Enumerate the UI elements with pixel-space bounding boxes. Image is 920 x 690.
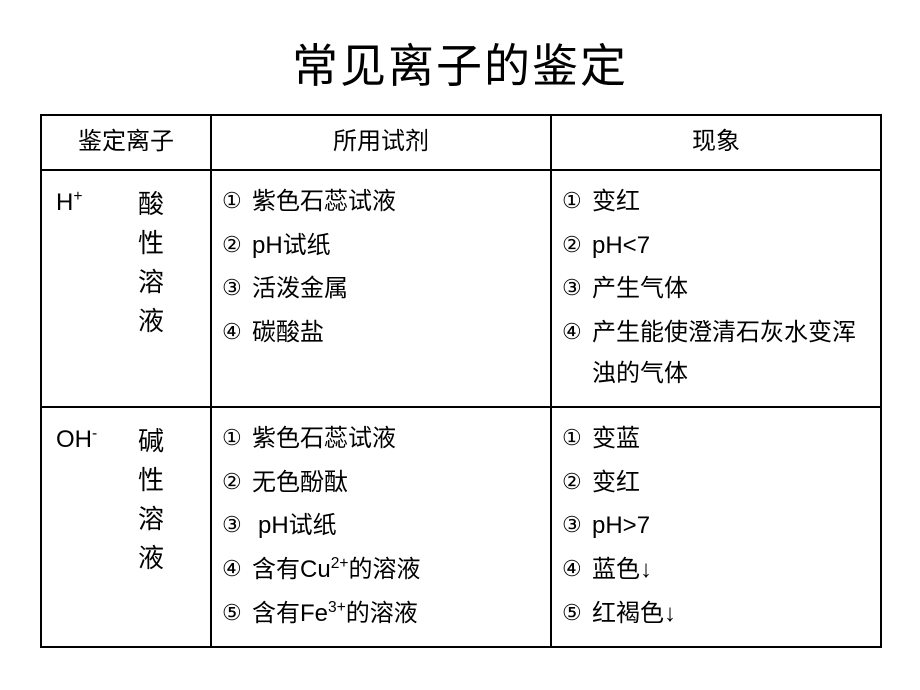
page-title: 常见离子的鉴定 bbox=[40, 30, 880, 96]
item-number: ④ bbox=[562, 550, 592, 587]
list-item: ①变红 bbox=[562, 182, 870, 223]
item-text: 蓝色↓ bbox=[592, 550, 870, 591]
item-text: 碳酸盐 bbox=[252, 313, 540, 354]
item-number: ① bbox=[222, 419, 252, 456]
item-number: ③ bbox=[222, 269, 252, 306]
item-text: 含有Cu2+的溶液 bbox=[252, 550, 540, 591]
reagent-cell: ①紫色石蕊试液②pH试纸③活泼金属④碳酸盐 bbox=[211, 170, 551, 407]
ion-formula: H+ bbox=[56, 189, 82, 216]
list-item: ①紫色石蕊试液 bbox=[222, 419, 540, 460]
ion-cell: OH- 碱性溶液 bbox=[41, 407, 211, 647]
list-item: ⑤含有Fe3+的溶液 bbox=[222, 594, 540, 635]
item-text: 变蓝 bbox=[592, 419, 870, 460]
header-reagent: 所用试剂 bbox=[211, 115, 551, 170]
phenomenon-cell: ①变蓝②变红③pH>7④蓝色↓⑤红褐色↓ bbox=[551, 407, 881, 647]
ion-description: 碱性溶液 bbox=[138, 422, 164, 578]
header-ion: 鉴定离子 bbox=[41, 115, 211, 170]
ion-formula: OH- bbox=[56, 426, 97, 453]
item-number: ② bbox=[222, 463, 252, 500]
item-text: pH试纸 bbox=[252, 506, 540, 547]
ion-cell: H+ 酸性溶液 bbox=[41, 170, 211, 407]
item-text: 变红 bbox=[592, 463, 870, 504]
list-item: ③产生气体 bbox=[562, 269, 870, 310]
item-number: ① bbox=[222, 182, 252, 219]
list-item: ②变红 bbox=[562, 463, 870, 504]
item-number: ④ bbox=[222, 313, 252, 350]
item-number: ③ bbox=[562, 269, 592, 306]
table-row: OH-碱性溶液①紫色石蕊试液②无色酚酞③pH试纸④含有Cu2+的溶液⑤含有Fe3… bbox=[41, 407, 881, 647]
list-item: ②pH<7 bbox=[562, 226, 870, 267]
list-item: ④蓝色↓ bbox=[562, 550, 870, 591]
item-text: 产生能使澄清石灰水变浑浊的气体 bbox=[592, 313, 870, 395]
list-item: ③活泼金属 bbox=[222, 269, 540, 310]
list-item: ④产生能使澄清石灰水变浑浊的气体 bbox=[562, 313, 870, 395]
ion-description: 酸性溶液 bbox=[138, 185, 164, 341]
item-number: ③ bbox=[222, 506, 252, 543]
item-text: pH<7 bbox=[592, 226, 870, 267]
phenomenon-cell: ①变红②pH<7③产生气体④产生能使澄清石灰水变浑浊的气体 bbox=[551, 170, 881, 407]
reagent-cell: ①紫色石蕊试液②无色酚酞③pH试纸④含有Cu2+的溶液⑤含有Fe3+的溶液 bbox=[211, 407, 551, 647]
ion-table: 鉴定离子 所用试剂 现象 H+酸性溶液①紫色石蕊试液②pH试纸③活泼金属④碳酸盐… bbox=[40, 114, 882, 648]
item-number: ④ bbox=[222, 550, 252, 587]
item-number: ② bbox=[222, 226, 252, 263]
item-number: ④ bbox=[562, 313, 592, 350]
item-list: ①变蓝②变红③pH>7④蓝色↓⑤红褐色↓ bbox=[562, 419, 870, 635]
item-text: 紫色石蕊试液 bbox=[252, 419, 540, 460]
list-item: ①紫色石蕊试液 bbox=[222, 182, 540, 223]
list-item: ④碳酸盐 bbox=[222, 313, 540, 354]
item-number: ① bbox=[562, 419, 592, 456]
list-item: ⑤红褐色↓ bbox=[562, 594, 870, 635]
item-text: 红褐色↓ bbox=[592, 594, 870, 635]
item-text: 变红 bbox=[592, 182, 870, 223]
item-list: ①紫色石蕊试液②无色酚酞③pH试纸④含有Cu2+的溶液⑤含有Fe3+的溶液 bbox=[222, 419, 540, 635]
list-item: ①变蓝 bbox=[562, 419, 870, 460]
item-number: ② bbox=[562, 226, 592, 263]
item-text: pH试纸 bbox=[252, 226, 540, 267]
item-number: ⑤ bbox=[562, 594, 592, 631]
table-row: H+酸性溶液①紫色石蕊试液②pH试纸③活泼金属④碳酸盐①变红②pH<7③产生气体… bbox=[41, 170, 881, 407]
item-text: pH>7 bbox=[592, 506, 870, 547]
item-text: 含有Fe3+的溶液 bbox=[252, 594, 540, 635]
list-item: ③pH>7 bbox=[562, 506, 870, 547]
table-header-row: 鉴定离子 所用试剂 现象 bbox=[41, 115, 881, 170]
item-text: 产生气体 bbox=[592, 269, 870, 310]
header-phenomenon: 现象 bbox=[551, 115, 881, 170]
item-text: 无色酚酞 bbox=[252, 463, 540, 504]
list-item: ③pH试纸 bbox=[222, 506, 540, 547]
item-list: ①变红②pH<7③产生气体④产生能使澄清石灰水变浑浊的气体 bbox=[562, 182, 870, 395]
item-text: 紫色石蕊试液 bbox=[252, 182, 540, 223]
list-item: ④含有Cu2+的溶液 bbox=[222, 550, 540, 591]
item-number: ⑤ bbox=[222, 594, 252, 631]
list-item: ②pH试纸 bbox=[222, 226, 540, 267]
item-list: ①紫色石蕊试液②pH试纸③活泼金属④碳酸盐 bbox=[222, 182, 540, 354]
item-number: ③ bbox=[562, 506, 592, 543]
item-number: ② bbox=[562, 463, 592, 500]
list-item: ②无色酚酞 bbox=[222, 463, 540, 504]
item-number: ① bbox=[562, 182, 592, 219]
page-container: 常见离子的鉴定 鉴定离子 所用试剂 现象 H+酸性溶液①紫色石蕊试液②pH试纸③… bbox=[0, 0, 920, 678]
item-text: 活泼金属 bbox=[252, 269, 540, 310]
